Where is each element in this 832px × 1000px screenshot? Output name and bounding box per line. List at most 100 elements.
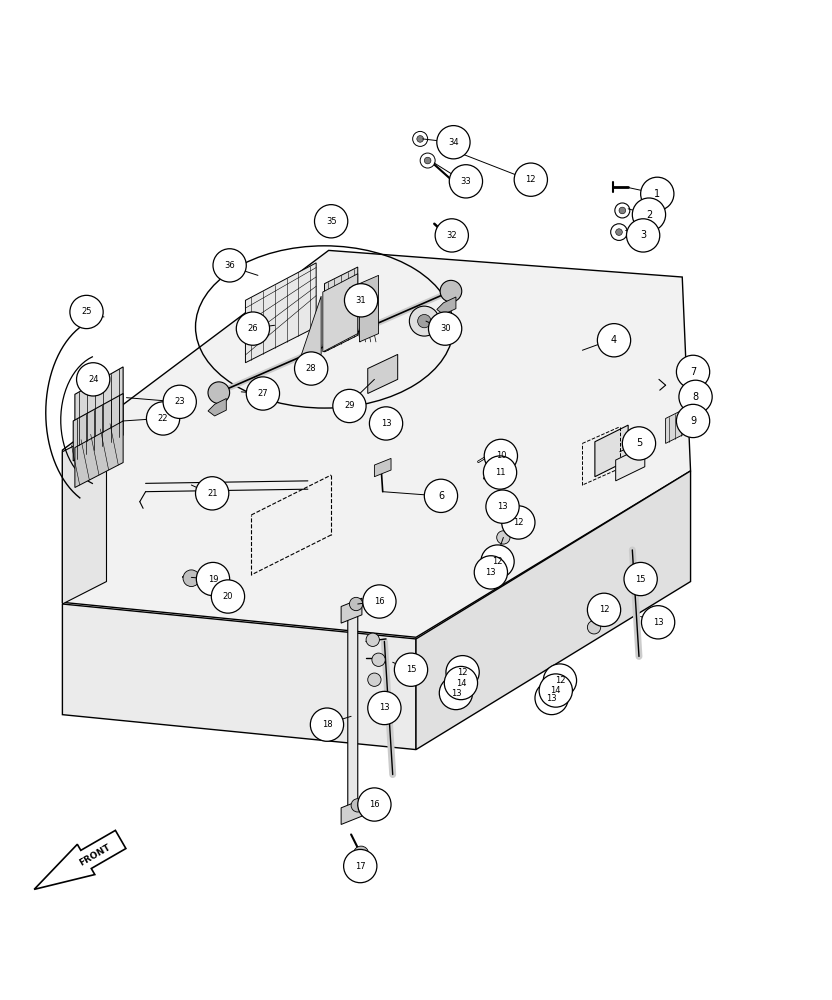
Polygon shape [666,406,691,443]
Text: 16: 16 [369,800,379,809]
Polygon shape [62,604,416,750]
Text: 20: 20 [223,592,233,601]
Circle shape [420,153,435,168]
Text: 4: 4 [611,335,617,345]
Polygon shape [437,297,456,314]
Text: 36: 36 [225,261,235,270]
Circle shape [200,572,210,582]
Text: 17: 17 [355,862,365,871]
Circle shape [591,600,604,613]
Circle shape [437,126,470,159]
Text: 8: 8 [692,392,699,402]
Circle shape [213,249,246,282]
Circle shape [394,653,428,686]
Text: 12: 12 [513,518,523,527]
Circle shape [624,562,657,596]
Text: 12: 12 [599,605,609,614]
Circle shape [616,229,622,235]
Circle shape [539,674,572,707]
Text: 22: 22 [158,414,168,423]
Text: 5: 5 [636,438,642,448]
Polygon shape [300,296,321,360]
Circle shape [354,846,369,861]
Text: 13: 13 [653,618,663,627]
Polygon shape [368,354,398,394]
Circle shape [70,295,103,329]
Text: 31: 31 [356,296,366,305]
Circle shape [246,377,280,410]
Circle shape [632,198,666,231]
Circle shape [211,580,245,613]
Polygon shape [348,604,358,820]
Text: 24: 24 [88,375,98,384]
Circle shape [208,382,230,403]
Text: 6: 6 [438,491,444,501]
Circle shape [146,402,180,435]
Circle shape [484,439,518,473]
Circle shape [351,799,364,812]
Polygon shape [359,275,379,342]
Text: 26: 26 [248,324,258,333]
Circle shape [440,280,462,302]
Polygon shape [324,267,358,352]
Polygon shape [62,250,691,637]
Circle shape [417,136,423,142]
Polygon shape [62,429,106,604]
Polygon shape [341,800,362,824]
Polygon shape [323,274,358,352]
Polygon shape [208,398,226,416]
Polygon shape [595,425,628,477]
Circle shape [619,207,626,214]
Circle shape [543,664,577,697]
Circle shape [446,656,479,689]
Circle shape [363,585,396,618]
Circle shape [333,389,366,423]
Circle shape [626,219,660,252]
Text: 35: 35 [326,217,336,226]
Text: 13: 13 [498,502,508,511]
Polygon shape [616,446,645,481]
Text: 19: 19 [208,575,218,584]
Text: 14: 14 [551,686,561,695]
Circle shape [641,606,675,639]
Circle shape [676,355,710,389]
Circle shape [372,653,385,666]
Circle shape [587,621,601,634]
Circle shape [368,673,381,686]
Text: 2: 2 [646,210,652,220]
Text: 13: 13 [451,689,461,698]
Text: 15: 15 [406,665,416,674]
Text: 16: 16 [374,597,384,606]
Text: 32: 32 [447,231,457,240]
Text: 15: 15 [636,575,646,584]
Text: 25: 25 [82,307,92,316]
Circle shape [514,163,547,196]
Circle shape [424,479,458,512]
Text: 28: 28 [306,364,316,373]
Circle shape [418,314,431,328]
Circle shape [483,456,517,489]
Polygon shape [75,367,123,448]
Circle shape [368,691,401,725]
Circle shape [163,385,196,418]
Circle shape [236,312,270,345]
Text: 11: 11 [495,468,505,477]
Circle shape [481,545,514,578]
Text: 30: 30 [440,324,450,333]
Circle shape [439,676,473,710]
Circle shape [413,131,428,146]
Polygon shape [416,471,691,750]
Polygon shape [374,458,391,477]
Text: 1: 1 [654,189,661,199]
Circle shape [486,490,519,523]
Circle shape [196,562,230,596]
Text: 23: 23 [175,397,185,406]
Circle shape [641,177,674,210]
Circle shape [424,157,431,164]
Circle shape [369,407,403,440]
Text: 14: 14 [456,679,466,688]
Text: 12: 12 [526,175,536,184]
Text: FRONT: FRONT [78,843,112,868]
Circle shape [474,556,508,589]
Circle shape [435,219,468,252]
